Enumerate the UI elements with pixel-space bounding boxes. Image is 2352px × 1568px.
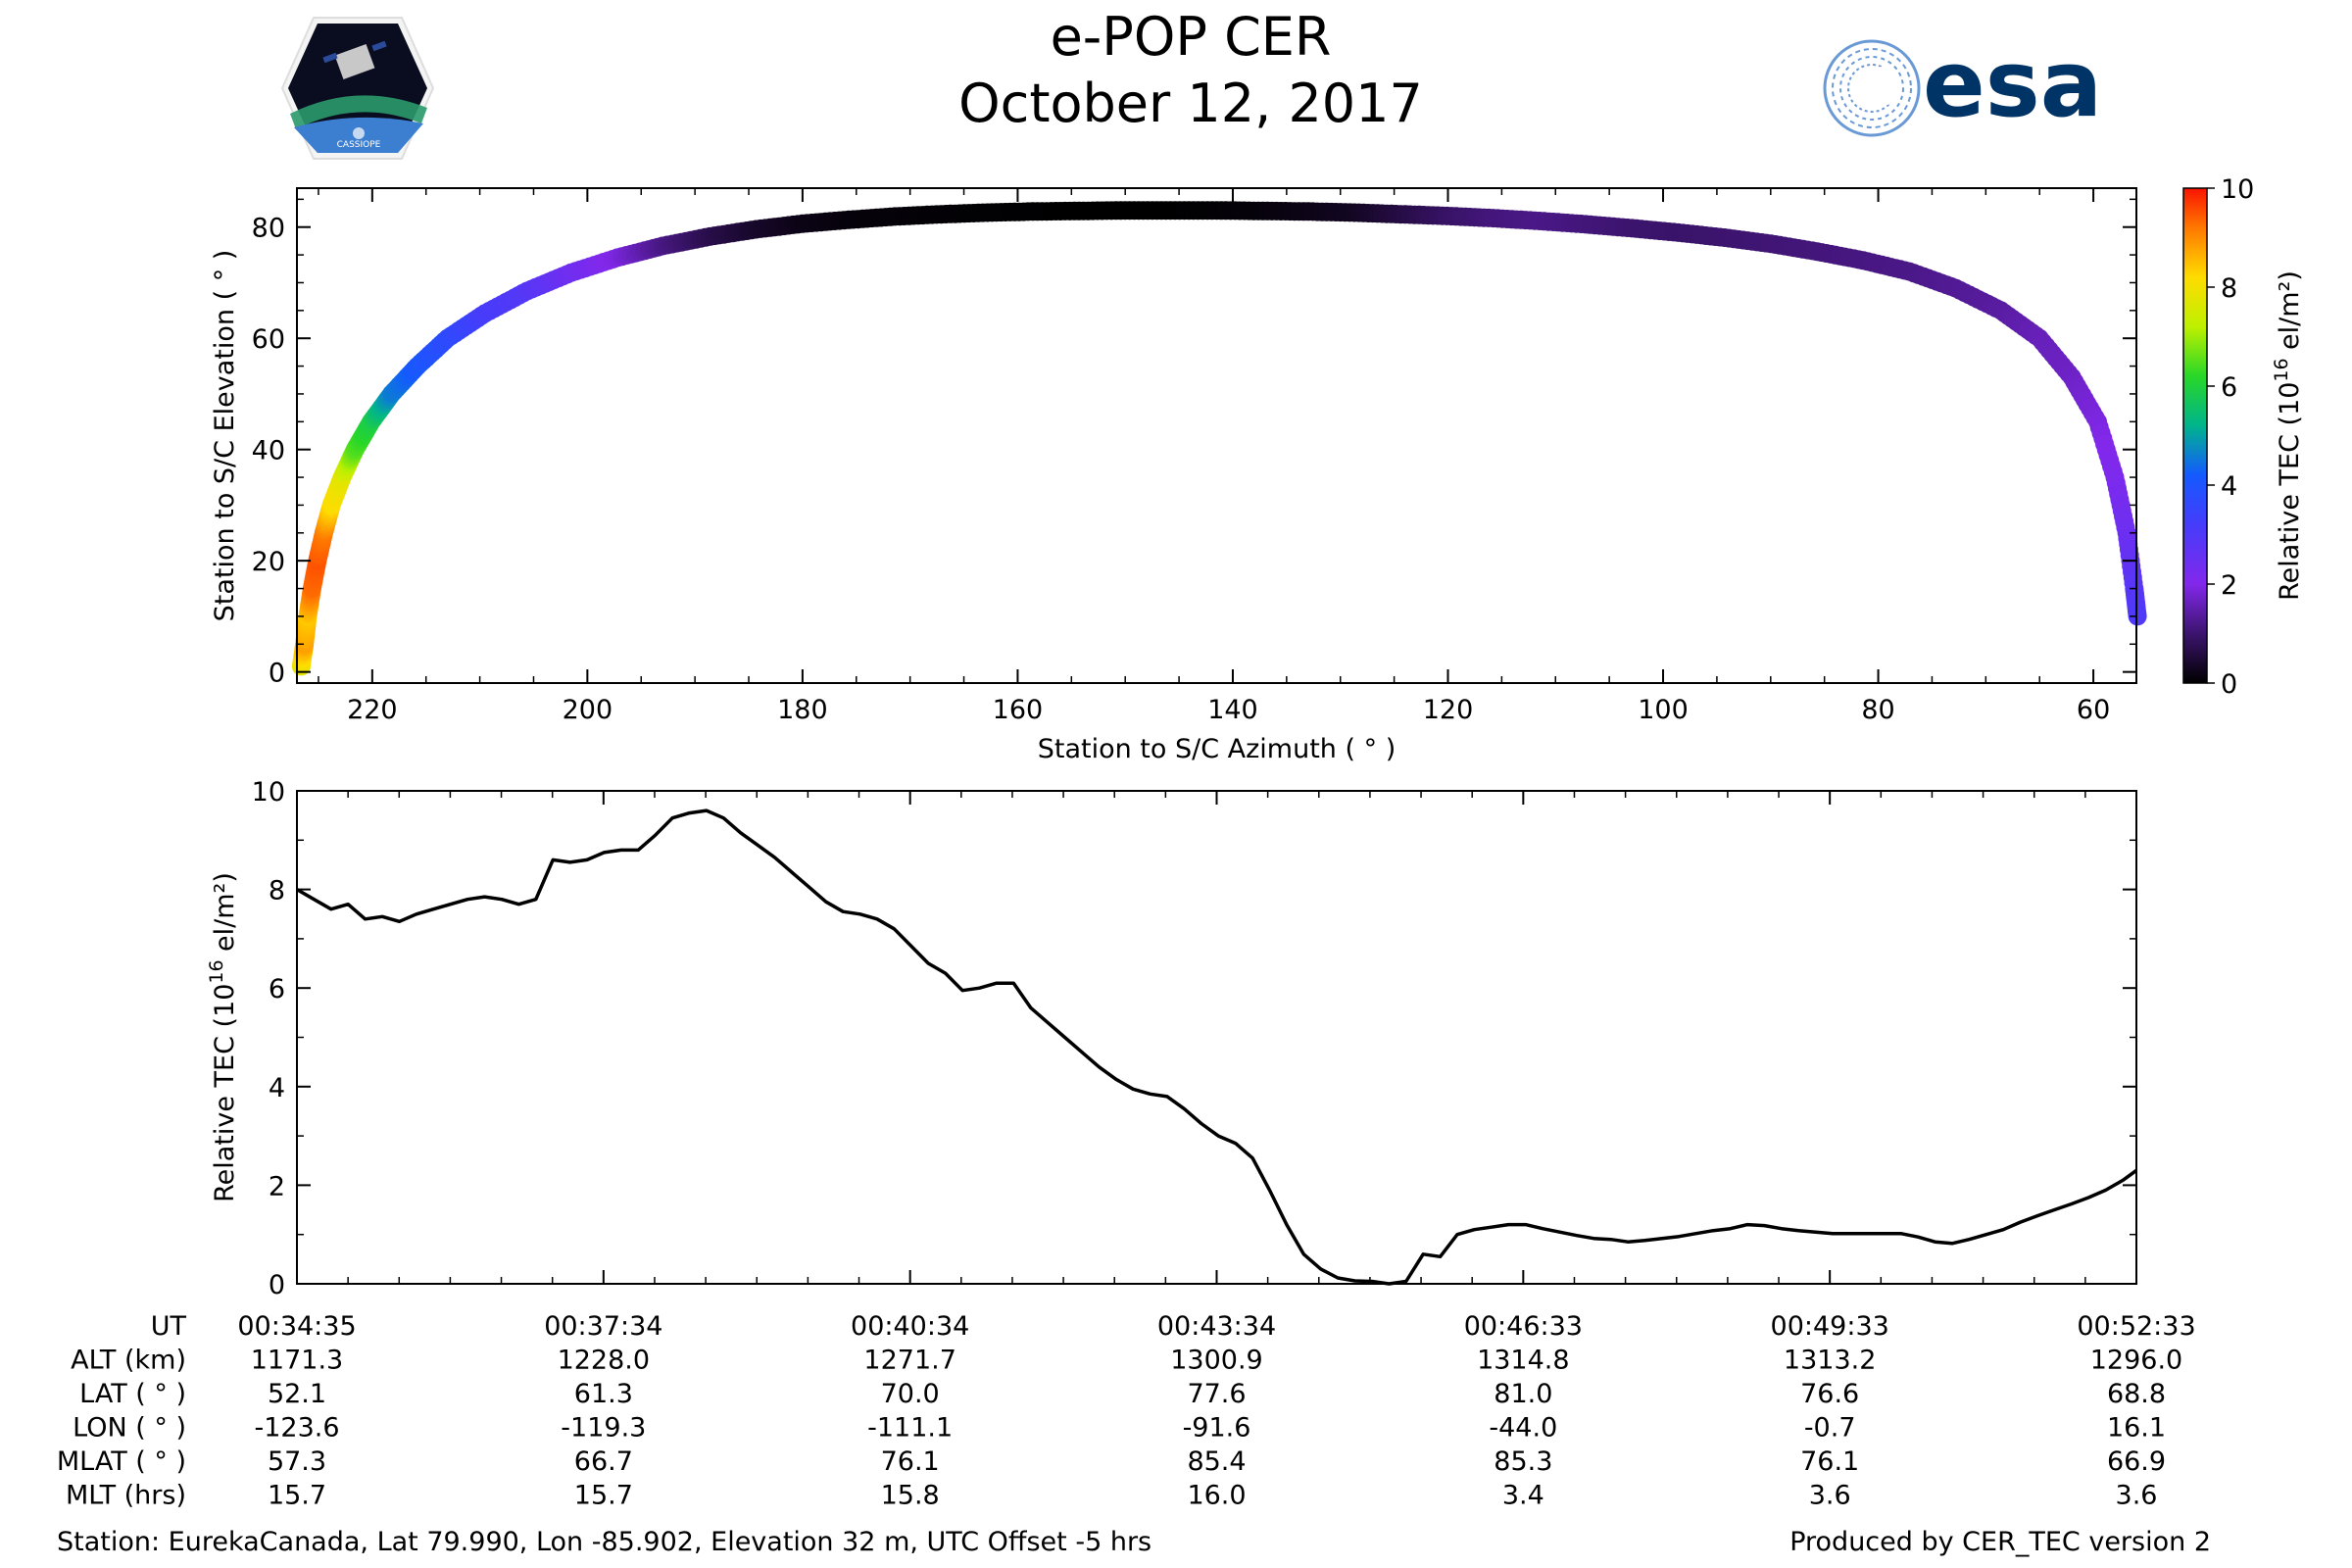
- esa-logo-text: esa: [1923, 31, 2102, 138]
- colorbar: 0 2 4 6 8 10 Relative TEC (1016 el/m²): [2182, 174, 2305, 700]
- table-cell: 1313.2: [1784, 1346, 1876, 1376]
- table-cell: 66.9: [2107, 1446, 2166, 1477]
- colorbar-label: Relative TEC (1016 el/m²): [2271, 270, 2305, 601]
- table-cell: 00:43:34: [1157, 1311, 1276, 1342]
- colorbar-tick-label: 0: [2221, 669, 2237, 700]
- table-cell: -111.1: [867, 1413, 953, 1444]
- y-tick-label: 20: [252, 547, 285, 577]
- table-cell: 15.7: [574, 1481, 633, 1511]
- y-axis-label: Relative TEC (1016 el/m²): [206, 872, 240, 1202]
- table-cell: 00:49:33: [1771, 1311, 1889, 1342]
- table-cell: 76.6: [1800, 1379, 1859, 1409]
- table-cell: 00:46:33: [1464, 1311, 1583, 1342]
- table-cell: 16.1: [2107, 1413, 2166, 1444]
- table-cell: 57.3: [268, 1446, 326, 1477]
- tec-series-line: [296, 808, 2138, 1286]
- table-cell: 15.7: [268, 1481, 326, 1511]
- table-cell: 76.1: [881, 1446, 940, 1477]
- x-tick-label: 80: [1861, 695, 1894, 725]
- table-cell: 3.6: [1809, 1481, 1851, 1511]
- y-tick-label: 40: [252, 436, 285, 466]
- table-row-label: ALT (km): [71, 1346, 186, 1376]
- table-cell: 00:34:35: [237, 1311, 356, 1342]
- producer-info: Produced by CER_TEC version 2: [1789, 1527, 2211, 1557]
- table-cell: 76.1: [1800, 1446, 1859, 1477]
- table-cell: 16.0: [1187, 1481, 1246, 1511]
- plot-frame: [296, 790, 2137, 1285]
- colorbar-tick-label: 10: [2221, 174, 2254, 205]
- table-cell: 52.1: [268, 1379, 326, 1409]
- chart-date: October 12, 2017: [958, 73, 1423, 134]
- table-cell: 66.7: [574, 1446, 633, 1477]
- y-tick-label: 8: [269, 876, 285, 906]
- table-cell: 1314.8: [1477, 1346, 1569, 1376]
- table-cell: -44.0: [1489, 1413, 1557, 1444]
- table-cell: -91.6: [1183, 1413, 1251, 1444]
- table-cell: 70.0: [881, 1379, 940, 1409]
- x-tick-label: 140: [1207, 695, 1258, 725]
- colorbar-tick-label: 2: [2221, 570, 2237, 601]
- y-tick-label: 6: [269, 974, 285, 1004]
- table-row-label: LON ( ° ): [73, 1413, 186, 1444]
- table-cell: 68.8: [2107, 1379, 2166, 1409]
- x-tick-label: 60: [2077, 695, 2110, 725]
- y-tick-label: 4: [269, 1073, 285, 1103]
- table-cell: 61.3: [574, 1379, 633, 1409]
- x-tick-label: 120: [1423, 695, 1474, 725]
- table-cell: 00:37:34: [544, 1311, 662, 1342]
- trajectory-points: [291, 201, 2147, 676]
- y-tick-label: 0: [269, 659, 285, 689]
- x-tick-label: 100: [1638, 695, 1689, 725]
- y-tick-label: 2: [269, 1171, 285, 1201]
- table-cell: 00:40:34: [851, 1311, 969, 1342]
- orbit-info-table: UT 00:34:35 00:37:34 00:40:34 00:43:34 00:46:…: [57, 1311, 2196, 1511]
- tec-time-panel: 0 2 4 6 8 10 Relative TEC (1016 el/m²): [206, 777, 2138, 1300]
- cassiope-logo: CASSIOPE: [280, 17, 435, 160]
- colorbar-tick-label: 4: [2221, 471, 2237, 502]
- table-cell: 77.6: [1187, 1379, 1246, 1409]
- y-tick-label: 80: [252, 214, 285, 244]
- colorbar-tick-label: 6: [2221, 372, 2237, 403]
- esa-logo: esa: [1823, 31, 2102, 138]
- table-cell: 1300.9: [1170, 1346, 1262, 1376]
- table-cell: 00:52:33: [2077, 1311, 2195, 1342]
- x-tick-label: 220: [347, 695, 398, 725]
- trajectory-point: [2128, 607, 2147, 626]
- table-cell: 1171.3: [251, 1346, 343, 1376]
- y-tick-label: 10: [252, 777, 285, 808]
- table-cell: 85.4: [1187, 1446, 1246, 1477]
- table-cell: 81.0: [1494, 1379, 1552, 1409]
- table-cell: -119.3: [561, 1413, 646, 1444]
- table-cell: 15.8: [881, 1481, 940, 1511]
- table-cell: 1271.7: [863, 1346, 956, 1376]
- table-cell: 1228.0: [558, 1346, 650, 1376]
- elevation-azimuth-panel: 220 200 180 160 140 120 100 80 60 0 20 40 60 80 Statio…: [210, 187, 2147, 764]
- x-tick-label: 180: [777, 695, 828, 725]
- station-info: Station: EurekaCanada, Lat 79.990, Lon -…: [57, 1527, 1152, 1557]
- table-cell: 1296.0: [2090, 1346, 2182, 1376]
- cassiope-logo-text: CASSIOPE: [337, 140, 381, 150]
- chart-title: e-POP CER: [1051, 6, 1332, 68]
- y-tick-label: 0: [269, 1270, 285, 1300]
- table-cell: -0.7: [1804, 1413, 1856, 1444]
- table-cell: 85.3: [1494, 1446, 1552, 1477]
- colorbar-tick-label: 8: [2221, 273, 2237, 304]
- x-tick-label: 200: [563, 695, 613, 725]
- colorbar-gradient: [2182, 187, 2208, 684]
- y-tick-label: 60: [252, 324, 285, 355]
- table-row-label: MLT (hrs): [66, 1481, 186, 1511]
- table-cell: -123.6: [254, 1413, 339, 1444]
- plot-frame: [296, 187, 2137, 684]
- y-axis-label: Station to S/C Elevation ( ° ): [210, 250, 240, 622]
- table-row-label: MLAT ( ° ): [57, 1446, 186, 1477]
- x-tick-label: 160: [993, 695, 1044, 725]
- table-cell: 3.4: [1502, 1481, 1544, 1511]
- table-row-label: UT: [151, 1311, 187, 1342]
- x-axis-label: Station to S/C Azimuth ( ° ): [1038, 734, 1396, 764]
- table-row-label: LAT ( ° ): [79, 1379, 186, 1409]
- table-cell: 3.6: [2116, 1481, 2158, 1511]
